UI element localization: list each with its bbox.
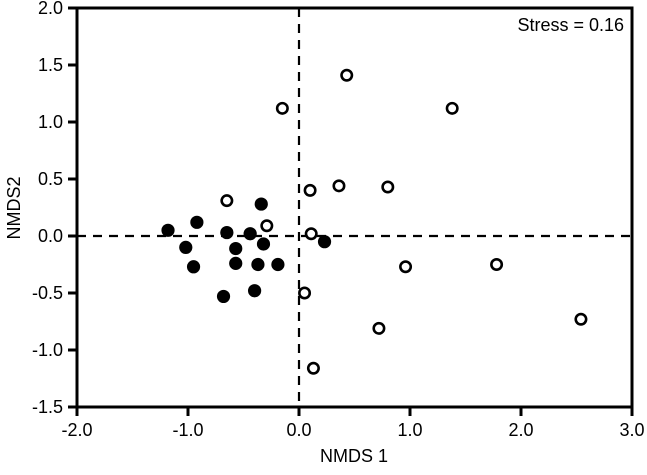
- data-point-filled-circles: [190, 215, 204, 229]
- data-point-filled-circles: [220, 225, 234, 240]
- data-point-open-circles: [220, 194, 234, 208]
- x-axis-ticks: -2.0 -1.0 0.0 1.0 2.0 3.0: [61, 407, 645, 440]
- x-tick-label: 3.0: [619, 420, 644, 440]
- data-point-open-circles: [332, 179, 346, 193]
- data-point-filled-circles: [229, 241, 243, 256]
- data-point-filled-circles: [243, 227, 257, 241]
- data-point-filled-circles: [254, 197, 268, 211]
- x-axis-label: NMDS 1: [320, 446, 388, 466]
- data-point-filled-circles: [161, 223, 175, 237]
- data-point-open-circles: [574, 312, 588, 326]
- stress-annotation: Stress = 0.16: [517, 15, 624, 35]
- y-tick-label: 0.5: [38, 169, 63, 189]
- data-point-open-circles: [381, 180, 395, 194]
- x-tick-label: 0.0: [286, 420, 311, 440]
- y-tick-label: 1.0: [38, 112, 63, 132]
- data-point-filled-circles: [179, 240, 193, 254]
- data-point-open-circles: [490, 257, 504, 271]
- data-point-open-circles: [445, 101, 459, 115]
- data-point-filled-circles: [229, 256, 243, 270]
- y-tick-label: 1.5: [38, 55, 63, 75]
- data-point-open-circles: [372, 321, 386, 335]
- data-point-open-circles: [340, 68, 354, 82]
- data-point-filled-circles: [251, 257, 265, 272]
- y-tick-label: -0.5: [32, 283, 63, 303]
- plot-frame: [75, 6, 634, 409]
- y-tick-label: 2.0: [38, 0, 63, 18]
- data-point-open-circles: [303, 183, 317, 197]
- y-tick-label: 0.0: [38, 226, 63, 246]
- data-point-filled-circles: [248, 284, 262, 298]
- y-axis-label: NMDS2: [4, 176, 24, 239]
- data-point-open-circles: [399, 260, 413, 274]
- x-tick-label: 2.0: [508, 420, 533, 440]
- data-point-filled-circles: [271, 257, 285, 272]
- data-point-open-circles: [260, 219, 274, 233]
- y-tick-label: -1.0: [32, 340, 63, 360]
- data-points: [161, 68, 588, 375]
- x-tick-label: -2.0: [61, 420, 92, 440]
- y-axis-ticks: 2.0 1.5 1.0 0.5 0.0 -0.5 -1.0 -1.5: [32, 0, 77, 417]
- data-point-open-circles: [275, 101, 289, 115]
- x-tick-label: -1.0: [172, 420, 203, 440]
- data-point-open-circles: [304, 227, 318, 241]
- data-point-filled-circles: [317, 235, 332, 249]
- data-point-filled-circles: [186, 260, 201, 274]
- y-tick-label: -1.5: [32, 397, 63, 417]
- data-point-open-circles: [298, 286, 312, 300]
- data-point-filled-circles: [256, 237, 271, 251]
- x-tick-label: 1.0: [397, 420, 422, 440]
- data-point-open-circles: [306, 361, 320, 375]
- data-point-filled-circles: [216, 289, 231, 304]
